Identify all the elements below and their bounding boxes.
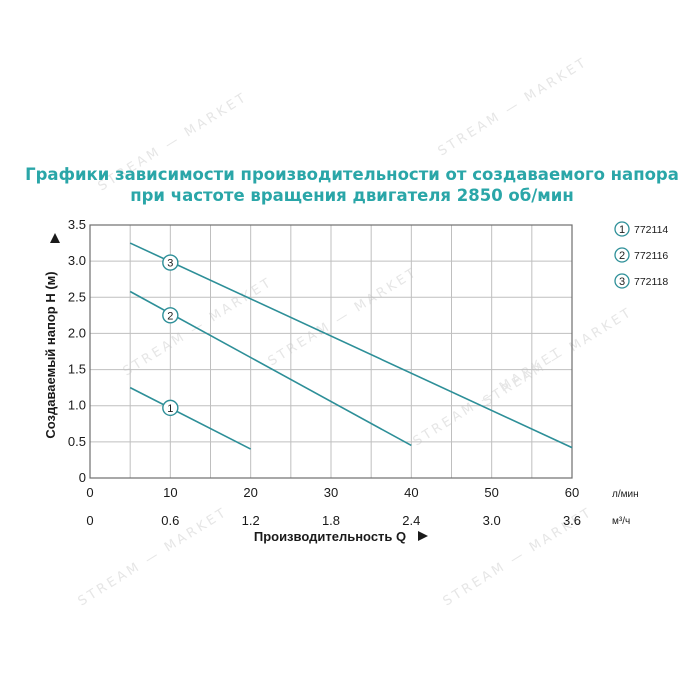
legend-marker-3 <box>614 273 630 289</box>
series-marker-label-2: 2 <box>167 310 173 322</box>
y-axis-arrow-icon <box>50 233 60 243</box>
x-unit-primary: л/мин <box>612 489 639 500</box>
x-tick-label: 20 <box>243 485 257 500</box>
legend: 1 772114 2 772116 3 772118 <box>614 221 668 289</box>
legend-marker-2 <box>614 247 630 263</box>
y-axis-ticks: 0 0.5 1.0 1.5 2.0 2.5 3.0 3.5 <box>68 217 86 485</box>
y-tick-label: 3.5 <box>68 217 86 232</box>
y-tick-label: 2.0 <box>68 325 86 340</box>
x-tick-label: 60 <box>565 485 579 500</box>
legend-marker-1 <box>614 221 630 237</box>
x-axis-ticks-primary: 0 10 20 30 40 50 60 <box>86 485 579 500</box>
series-marker-3 <box>162 254 179 271</box>
x-tick-label: 10 <box>163 485 177 500</box>
legend-marker-label-2: 2 <box>619 250 625 262</box>
x-unit-secondary: м³/ч <box>612 516 630 527</box>
y-tick-label: 0 <box>79 470 86 485</box>
x-tick-label-secondary: 0.6 <box>161 513 179 528</box>
y-tick-label: 3.0 <box>68 253 86 268</box>
series-marker-label-3: 3 <box>167 258 173 270</box>
y-tick-label: 2.5 <box>68 289 86 304</box>
chart-title-line-2: при частоте вращения двигателя 2850 об/м… <box>130 186 574 205</box>
series-layer: 1 2 3 <box>129 242 573 450</box>
watermark-text: STREAM — MARKET <box>76 505 231 610</box>
watermark-text: STREAM — MARKET <box>436 55 591 160</box>
series-line-3 <box>129 242 573 449</box>
plot-frame <box>89 224 573 479</box>
y-tick-label: 1.5 <box>68 362 86 377</box>
x-axis-ticks-secondary: 0 0.6 1.2 1.8 2.4 3.0 3.6 <box>86 513 581 528</box>
x-tick-label: 0 <box>86 485 93 500</box>
legend-marker-label-3: 3 <box>619 276 625 288</box>
y-tick-label: 0.5 <box>68 434 86 449</box>
series-marker-label-1: 1 <box>167 403 173 415</box>
legend-entry-3: 772118 <box>634 276 668 288</box>
series-marker-1 <box>162 399 179 417</box>
legend-entry-2: 772116 <box>634 250 668 262</box>
y-axis-label: Создаваемый напор Н (м) <box>43 271 58 438</box>
y-tick-label: 1.0 <box>68 398 86 413</box>
chart-title-line-1: Графики зависимости производительности о… <box>25 165 679 184</box>
x-tick-label-secondary: 3.6 <box>563 513 581 528</box>
x-tick-label-secondary: 1.2 <box>242 513 260 528</box>
x-axis-arrow-icon <box>418 531 428 541</box>
watermark-text: STREAM — MARKET <box>481 305 636 410</box>
x-tick-label: 40 <box>404 485 418 500</box>
grid <box>89 224 573 479</box>
x-tick-label-secondary: 3.0 <box>483 513 501 528</box>
series-line-1 <box>129 386 252 450</box>
watermark-text: STREAM — MARKET <box>121 275 276 380</box>
series-marker-2 <box>162 307 179 324</box>
x-axis-label: Производительность Q <box>254 529 406 544</box>
legend-marker-label-1: 1 <box>619 224 625 236</box>
x-tick-label-secondary: 0 <box>86 513 93 528</box>
watermark-layer: STREAM — MARKET STREAM — MARKET STREAM — M… <box>76 55 636 610</box>
x-tick-label: 30 <box>324 485 338 500</box>
x-tick-label-secondary: 1.8 <box>322 513 340 528</box>
x-tick-label: 50 <box>484 485 498 500</box>
legend-entry-1: 772114 <box>634 224 668 236</box>
x-tick-label-secondary: 2.4 <box>402 513 420 528</box>
